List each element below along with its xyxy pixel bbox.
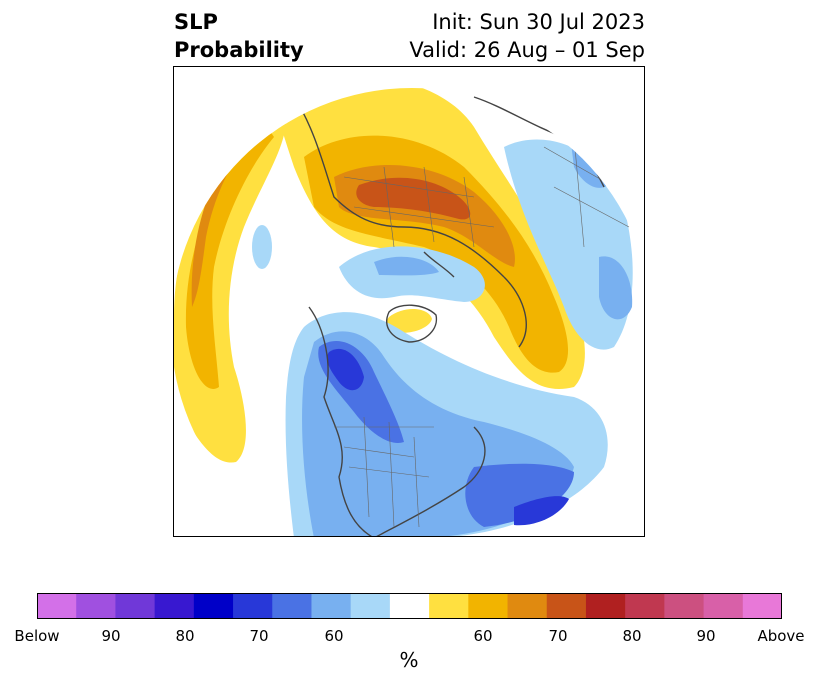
colorbar-cell	[468, 593, 509, 619]
probability-map	[174, 88, 644, 536]
colorbar-cell	[115, 593, 156, 619]
colorbar-cell	[154, 593, 195, 619]
colorbar-cell	[76, 593, 116, 619]
colorbar	[37, 593, 782, 619]
title-block: SLP Probability	[174, 8, 304, 64]
colorbar-cell	[429, 593, 469, 619]
map-panel	[173, 66, 645, 537]
borders	[334, 136, 630, 528]
colorbar-cell	[703, 593, 744, 619]
colorbar-cell	[193, 593, 234, 619]
colorbar-cell	[625, 593, 665, 619]
colorbar-cell	[389, 593, 430, 619]
colorbar-cell	[350, 593, 391, 619]
colorbar-cell	[507, 593, 548, 619]
colorbar-tick-label: 70	[548, 627, 568, 645]
colorbar-tick-label: 80	[622, 627, 642, 645]
colorbar-cell	[311, 593, 352, 619]
title-line-2: Probability	[174, 38, 304, 62]
colorbar-unit: %	[399, 648, 419, 672]
atlantic-below-strong	[465, 463, 574, 527]
asia-east-below-mid	[599, 256, 633, 320]
colorbar-tick-label: Above	[757, 627, 805, 645]
valid-date: Valid: 26 Aug – 01 Sep	[409, 38, 645, 62]
title-line-1: SLP	[174, 10, 218, 34]
colorbar-tick-label: 60	[324, 627, 344, 645]
colorbar-cell	[742, 593, 782, 619]
colorbar-tick-label: 90	[101, 627, 121, 645]
pacific-below-patch	[252, 225, 272, 269]
colorbar-tick-label: 60	[473, 627, 493, 645]
greenland-above-yellow	[386, 308, 432, 333]
colorbar-cell	[546, 593, 587, 619]
colorbar-tick-label: Below	[14, 627, 60, 645]
atlantic-below-deep	[514, 496, 569, 526]
colorbar-cell	[233, 593, 273, 619]
colorbar-cell	[37, 593, 77, 619]
eurasia-above-rust	[356, 177, 471, 220]
colorbar-tick-label: 80	[175, 627, 195, 645]
colorbar-tick-label: 70	[249, 627, 269, 645]
init-date: Init: Sun 30 Jul 2023	[432, 10, 645, 34]
colorbar-cell	[585, 593, 626, 619]
pacific-above-gold	[185, 122, 274, 389]
colorbar-tick-label: 90	[696, 627, 716, 645]
namerica-below-deep	[327, 348, 364, 391]
date-block: Init: Sun 30 Jul 2023 Valid: 26 Aug – 01…	[409, 8, 645, 64]
colorbar-cell	[664, 593, 705, 619]
arctic-below-mid	[374, 256, 439, 276]
colorbar-cell	[272, 593, 312, 619]
